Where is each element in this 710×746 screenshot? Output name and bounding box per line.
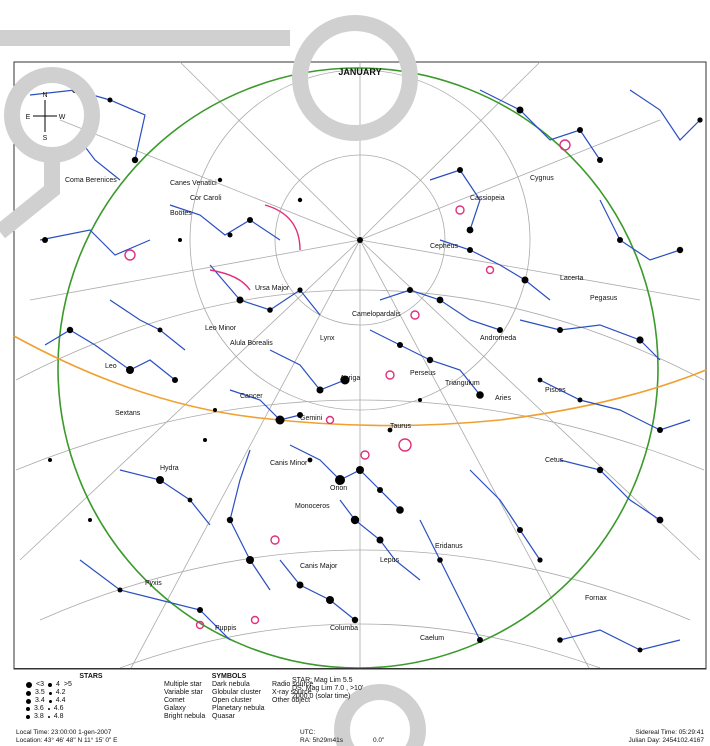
legend-symbols-3: Radio source X-ray source Other object: [272, 681, 314, 704]
chart-title: JANUARY: [338, 67, 381, 77]
constellation-label: Lacerta: [560, 275, 583, 282]
constellation-label: Caelum: [420, 635, 444, 642]
constellation-label: Pegasus: [590, 295, 618, 302]
constellation-label: Perseus: [410, 370, 436, 377]
constellation-label: Lynx: [320, 335, 335, 342]
constellation-label: Cygnus: [530, 175, 554, 182]
dec-value: 0.0": [373, 736, 385, 744]
constellation-label: Alula Borealis: [230, 340, 273, 347]
compass-east: E: [26, 114, 31, 121]
legend-symbols: SYMBOLS Multiple star Variable star Come…: [164, 673, 247, 720]
constellation-label: Pyxis: [145, 580, 162, 587]
utc-label: UTC:: [300, 729, 316, 736]
legend-stars: STARS <3 4 >5 3.5 4.2 3.4 4.4 3.6 4.6 3.8 4.8: [26, 673, 156, 721]
sidereal-time: Sidereal Time: 05:29:41: [635, 729, 704, 736]
decor-shapes: [0, 15, 426, 746]
constellation-label: Puppis: [215, 625, 237, 632]
coordinate-grid: [15, 61, 705, 671]
constellation-label: Fornax: [585, 595, 607, 602]
constellation-label: Canis Major: [300, 563, 338, 570]
footer-left: Local Time: 23:00:00 1-gen-2007 Location…: [16, 729, 117, 744]
constellation-label: Eridanus: [435, 543, 463, 550]
local-time: Local Time: 23:00:00 1-gen-2007: [16, 729, 112, 736]
constellation-label: Leo Minor: [205, 325, 237, 332]
constellation-label: Orion: [330, 485, 347, 492]
constellation-label: Boötes: [170, 210, 192, 217]
constellation-label: Pisces: [545, 387, 566, 394]
footer-center: UTC: RA: 5h29m41s 0.0": [300, 729, 384, 744]
footer-right: Sidereal Time: 05:29:41 Julian Day: 2454…: [628, 729, 704, 744]
location: Location: 43° 46' 48" N 11° 15' 0" E: [16, 736, 118, 744]
constellation-label: Cepheus: [430, 243, 459, 250]
constellation-label: Canes Venatici: [170, 180, 217, 187]
constellation-label: Cassiopeia: [470, 195, 505, 202]
ecliptic-line: [13, 335, 707, 427]
constellation-label: Auriga: [340, 375, 360, 382]
constellation-label: Triangulum: [445, 380, 480, 387]
compass-south: S: [43, 135, 48, 142]
constellation-label: Aries: [495, 395, 511, 402]
constellation-label: Cor Caroli: [190, 195, 222, 202]
legend-panel: STARS <3 4 >5 3.5 4.2 3.4 4.4 3.6 4.6 3.8 4.8 …: [14, 668, 706, 721]
constellation-label: Ursa Major: [255, 285, 290, 292]
constellation-label: Andromeda: [480, 335, 516, 342]
constellation-label: Hydra: [160, 465, 179, 472]
compass-icon: [33, 100, 57, 132]
constellation-label: Columba: [330, 625, 358, 632]
ra-value: RA: 5h29m41s: [300, 736, 343, 744]
constellation-label: Lepus: [380, 557, 400, 564]
julian-day: Julian Day: 2454102.4167: [628, 736, 704, 744]
constellation-label: Canis Minor: [270, 460, 308, 467]
deep-sky-objects: [124, 139, 571, 630]
constellation-label: Camelopardalis: [352, 311, 401, 318]
constellation-label: Leo: [105, 363, 117, 370]
constellation-label: Gemini: [300, 415, 323, 422]
constellation-label: Cancer: [240, 393, 263, 400]
constellation-label: Coma Berenices: [65, 177, 117, 184]
constellation-label: Taurus: [390, 423, 412, 430]
stars: [42, 87, 703, 653]
compass-west: W: [59, 114, 66, 121]
legend-info: STAR: Mag Lim 5.5 DS: Mag Lim 7.0 , >10'…: [292, 677, 364, 700]
legend-symbols-2: Dark nebula Globular cluster Open cluste…: [212, 681, 265, 720]
constellation-label: Cetus: [545, 457, 564, 464]
compass-north: N: [42, 92, 47, 99]
constellation-label: Sextans: [115, 410, 141, 417]
constellation-label: Monoceros: [295, 503, 330, 510]
